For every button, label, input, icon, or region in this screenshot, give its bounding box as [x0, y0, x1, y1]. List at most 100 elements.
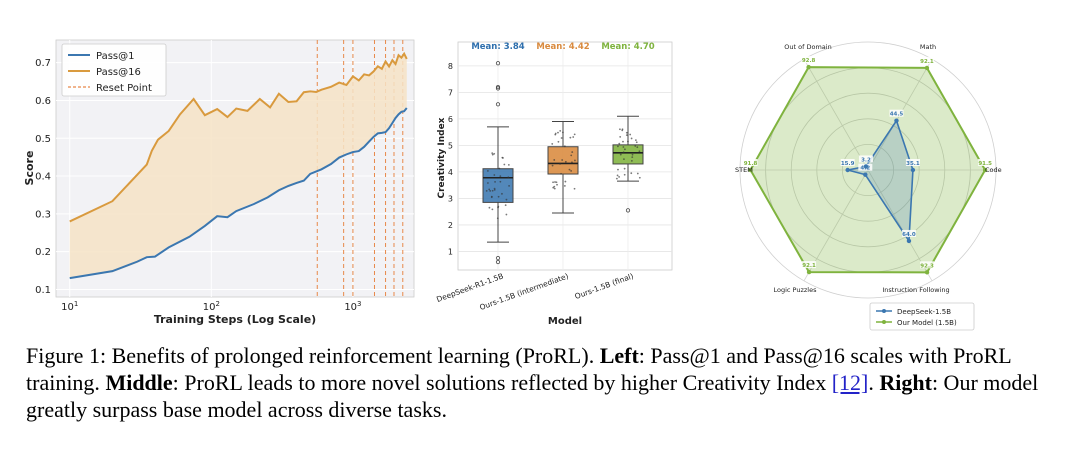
left-ytick-label: 0.5	[35, 134, 51, 145]
outlier-point	[495, 84, 501, 90]
sample-point	[491, 208, 494, 211]
sample-point	[622, 151, 625, 154]
left-xtick-label: 103	[344, 300, 361, 313]
radar-value-label: 92.1	[802, 263, 816, 269]
sample-point	[619, 128, 621, 131]
sample-point	[622, 140, 624, 143]
radar-axis-label: Instruction Following	[882, 286, 949, 294]
sample-point	[494, 180, 496, 183]
left-legend: Pass@1 Pass@16 Reset Point	[61, 43, 167, 97]
sample-point	[497, 205, 500, 208]
sample-point	[619, 135, 622, 138]
radar-value-bg	[840, 159, 855, 166]
sample-point	[560, 172, 562, 175]
sample-point	[505, 213, 508, 216]
left-xtick-label: 101	[61, 300, 78, 313]
sample-point	[623, 158, 625, 161]
sample-point	[493, 188, 496, 191]
sample-point	[625, 131, 628, 134]
radar-value-bg	[802, 261, 817, 269]
radar-value-bg	[801, 56, 816, 64]
radar-point	[924, 65, 930, 71]
sample-point	[499, 175, 502, 178]
caption-left-label: Left	[599, 343, 639, 368]
left-ytick-label: 0.4	[35, 172, 51, 183]
sample-point	[496, 217, 499, 220]
legend-pass16-label: Pass@16	[96, 67, 141, 78]
radar-point	[910, 167, 916, 173]
figure-panels: 0.1 0.2 0.3 0.4 0.5 0.6 0.7 101 102 103 Training…	[23, 39, 1002, 331]
radar-value-label: 91.8	[744, 161, 758, 167]
radar-value-bg	[743, 159, 758, 166]
caption-figure-label: Figure 1:	[26, 343, 107, 368]
sample-point	[491, 152, 494, 155]
left-ytick-label: 0.7	[35, 58, 51, 69]
radar-axis-label: Out of Domain	[784, 43, 831, 51]
sample-point	[563, 145, 566, 148]
sample-point	[630, 172, 633, 175]
sample-point	[559, 162, 561, 165]
radar-value-bg	[901, 229, 916, 237]
radar-axis-label: Logic Puzzles	[774, 286, 818, 294]
sample-point	[634, 139, 637, 142]
legend-deepseek-label: DeepSeek-1.5B	[897, 308, 951, 316]
sample-point	[490, 195, 493, 198]
radar-point	[894, 118, 899, 123]
box-2	[547, 146, 579, 175]
caption-middle-label: Middle	[105, 370, 173, 395]
sample-point	[635, 141, 638, 144]
caption-middle-text: : ProRL leads to more novel solutions re…	[172, 370, 827, 395]
sample-point	[503, 163, 506, 166]
radar-value-label: 3.2	[861, 157, 871, 163]
sample-point	[551, 164, 554, 167]
sample-point	[621, 128, 624, 131]
legend-pass1-label: Pass@1	[96, 51, 135, 62]
sample-point	[631, 156, 634, 159]
sample-point	[625, 134, 628, 137]
middle-xlabel: Model	[548, 316, 582, 327]
middle-ylabel: Creativity Index	[437, 117, 447, 198]
radar-value-label: 91.5	[978, 161, 992, 167]
sample-point	[638, 150, 641, 153]
sample-point	[488, 188, 491, 191]
sample-point	[485, 189, 488, 192]
mid-ytick-label: 8	[448, 62, 453, 71]
sample-point	[619, 153, 622, 156]
caption-citation-link[interactable]: [12]	[831, 370, 869, 395]
sample-point	[573, 187, 576, 190]
sample-point	[491, 153, 494, 156]
outlier-point	[625, 208, 631, 213]
sample-point	[631, 153, 634, 156]
sample-point	[557, 131, 559, 134]
box-3	[612, 144, 644, 165]
left-ytick-label: 0.6	[35, 96, 51, 107]
sample-point	[491, 189, 494, 192]
sample-point	[553, 187, 556, 190]
radar-value-label: 92.8	[802, 58, 816, 64]
sample-point	[571, 151, 574, 153]
mean-label: Mean: 4.70	[601, 42, 654, 52]
sample-point	[568, 168, 571, 171]
radar-value-label: 35.1	[906, 161, 920, 167]
radar-point	[748, 167, 753, 173]
sample-point	[507, 176, 510, 179]
radar-value-bg	[905, 159, 920, 166]
mid-ytick-label: 1	[448, 247, 453, 256]
sample-point	[556, 183, 558, 186]
sample-point	[630, 159, 633, 162]
sample-point	[505, 198, 508, 201]
radar-point	[924, 270, 930, 275]
radar-point	[863, 164, 869, 169]
mid-ytick-label: 6	[448, 115, 453, 124]
sample-point	[554, 181, 556, 183]
radar-spoke	[803, 58, 869, 171]
sample-point	[488, 206, 491, 209]
radar-point	[982, 167, 988, 173]
mid-ytick-label: 5	[448, 141, 453, 150]
radar-value-label: 92.1	[920, 59, 934, 65]
pass16-line	[69, 51, 408, 223]
sample-point	[627, 140, 629, 143]
caption-right-label: Right	[879, 370, 932, 395]
radar-point	[863, 172, 868, 177]
